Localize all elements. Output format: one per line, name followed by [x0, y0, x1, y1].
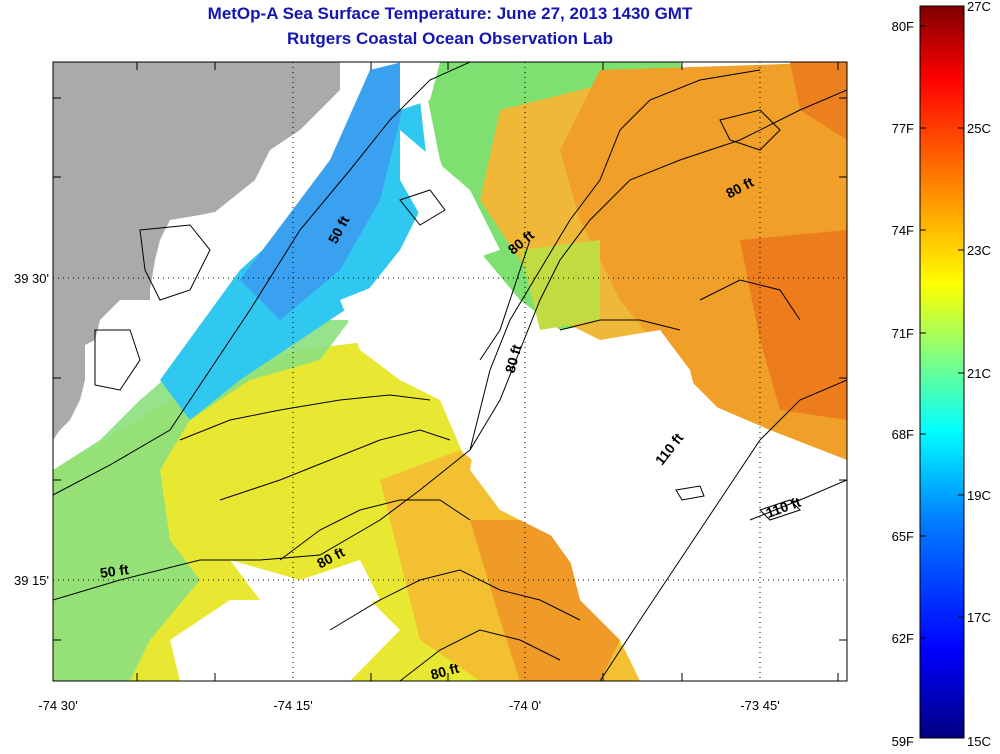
colorbar-f-label: 68F — [892, 427, 914, 442]
x-tick-label: -74 15' — [273, 698, 312, 713]
x-tick-label: -74 30' — [38, 698, 77, 713]
x-tick-label: -74 0' — [509, 698, 541, 713]
colorbar-c-label: 23C — [967, 243, 991, 258]
colorbar-c-label: 19C — [967, 488, 991, 503]
x-tick-label: -73 45' — [740, 698, 779, 713]
colorbar-f-label: 80F — [892, 19, 914, 34]
y-tick-label: 39 30' — [14, 271, 49, 286]
colorbar-c-label: 27C — [967, 0, 991, 14]
frame-minor-ticks — [53, 62, 847, 681]
colorbar-f-label: 74F — [892, 223, 914, 238]
contour-label: 50 ft — [99, 561, 130, 581]
colorbar-f-label: 59F — [892, 734, 914, 749]
colorbar-gradient — [919, 5, 965, 739]
colorbar-f-label: 77F — [892, 121, 914, 136]
colorbar: 80F 77F 74F 71F 68F 65F 62F 59F 27C 25C … — [892, 0, 991, 749]
y-tick-label: 39 15' — [14, 573, 49, 588]
map-frame — [52, 61, 848, 682]
contour-label: 80 ft — [502, 342, 525, 374]
no-data-mask — [55, 62, 847, 681]
bathymetry-contours — [53, 62, 847, 681]
colorbar-f-label: 71F — [892, 326, 914, 341]
colorbar-c-label: 21C — [967, 366, 991, 381]
sst-field — [53, 62, 847, 681]
map-title: MetOp-A Sea Surface Temperature: June 27… — [207, 4, 693, 23]
colorbar-f-label: 65F — [892, 529, 914, 544]
contour-label: 80 ft — [429, 660, 461, 683]
map-subtitle: Rutgers Coastal Ocean Observation Lab — [287, 29, 613, 48]
land-mass — [53, 62, 340, 440]
colorbar-c-label: 25C — [967, 121, 991, 136]
colorbar-c-label: 15C — [967, 734, 991, 749]
map-plot-area — [53, 62, 847, 681]
colorbar-f-label: 62F — [892, 631, 914, 646]
colorbar-c-label: 17C — [967, 610, 991, 625]
colorbar-ticks — [920, 25, 964, 639]
graticule — [53, 62, 847, 681]
